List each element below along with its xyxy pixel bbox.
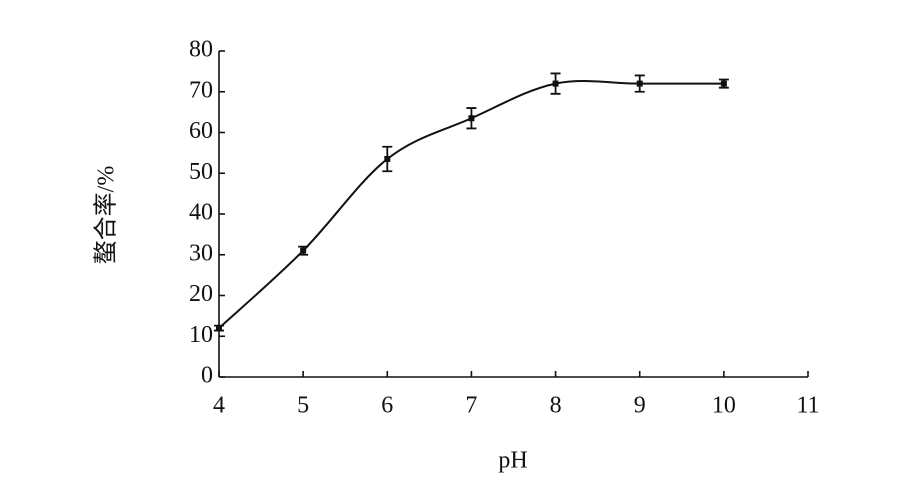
marker: [468, 115, 475, 122]
y-axis-label: 螯合率/%: [93, 166, 120, 265]
y-tick-label: 30: [189, 240, 213, 266]
x-tick-label: 10: [712, 393, 736, 419]
x-tick-label: 4: [213, 393, 225, 419]
x-tick-label: 5: [297, 393, 309, 419]
x-tick-label: 11: [796, 393, 819, 419]
x-tick-label: 9: [634, 393, 646, 419]
x-tick-label: 6: [381, 393, 393, 419]
marker: [720, 80, 727, 87]
y-tick-label: 0: [201, 363, 213, 389]
marker: [216, 325, 222, 332]
y-tick-label: 20: [189, 281, 213, 307]
marker: [552, 80, 559, 87]
y-tick-label: 40: [189, 200, 213, 226]
x-tick-label: 7: [465, 393, 477, 419]
y-tick-label: 60: [189, 118, 213, 144]
y-tick-label: 10: [189, 322, 213, 348]
marker: [636, 80, 643, 87]
y-tick-label: 50: [189, 159, 213, 185]
x-axis-label: pH: [498, 448, 527, 474]
marker: [384, 155, 391, 162]
marker: [300, 247, 307, 254]
y-tick-label: 80: [189, 37, 213, 63]
y-tick-label: 70: [189, 77, 213, 103]
x-tick-label: 8: [550, 393, 562, 419]
